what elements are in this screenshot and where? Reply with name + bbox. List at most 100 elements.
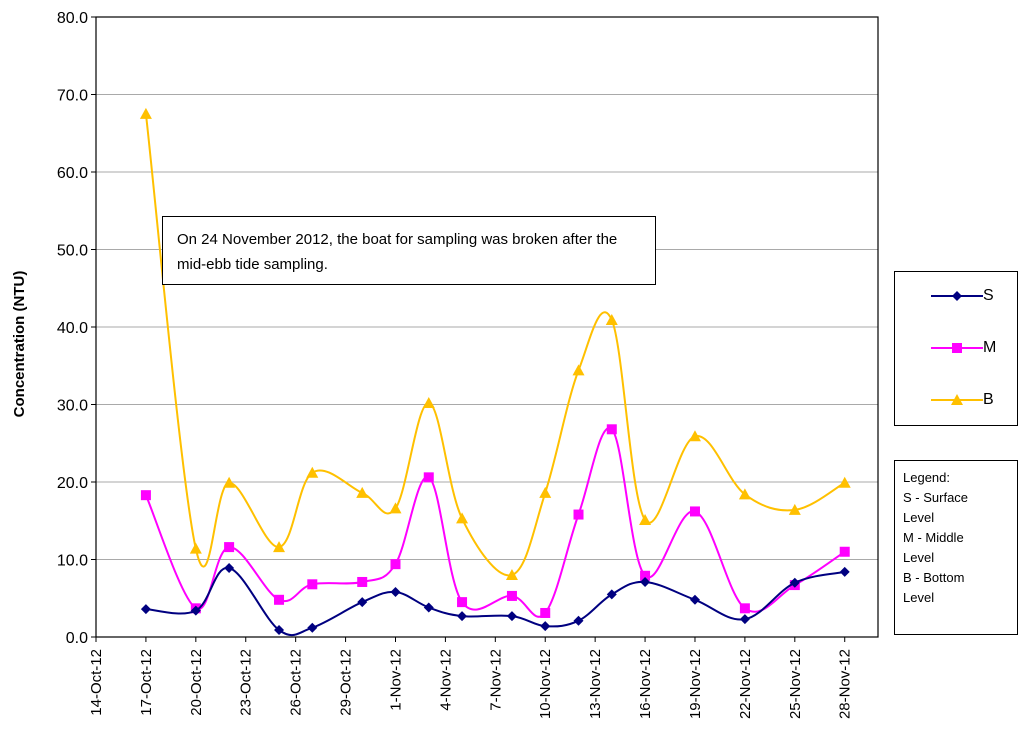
y-tick-label: 60.0 (57, 165, 88, 182)
legend-label-s: S (983, 287, 994, 304)
data-point (224, 542, 235, 553)
data-point (839, 566, 850, 577)
data-point (688, 430, 701, 442)
data-point (739, 614, 750, 625)
data-point (422, 396, 435, 408)
data-point (689, 594, 700, 605)
x-tick-label: 28-Nov-12 (837, 649, 854, 719)
series-line-s (145, 566, 845, 637)
data-point (357, 576, 368, 587)
data-point (139, 107, 152, 119)
data-point (457, 611, 468, 622)
data-point (224, 563, 235, 574)
grid-lines (96, 94, 878, 560)
y-axis-label: Concentration (NTU) (11, 271, 28, 418)
legend-note-line: Level (903, 510, 935, 525)
legend-item-s: S (895, 281, 1015, 311)
data-point (606, 589, 617, 600)
data-point (605, 314, 618, 326)
x-tick-label: 29-Oct-12 (338, 649, 355, 716)
legend-note-line: Level (903, 590, 935, 605)
data-point (640, 576, 651, 587)
data-point (307, 622, 318, 633)
legend: S M B (894, 271, 1018, 426)
y-tick-label: 0.0 (66, 630, 88, 647)
data-point (423, 472, 434, 483)
y-tick-label: 20.0 (57, 475, 88, 492)
data-point (639, 513, 652, 525)
data-point (189, 542, 202, 554)
data-point (689, 506, 700, 517)
legend-note-line: Legend: (903, 470, 950, 485)
data-point (573, 615, 584, 626)
legend-label-b: B (983, 391, 994, 408)
data-point (606, 424, 617, 435)
y-tick-label: 50.0 (57, 243, 88, 260)
legend-note-line: Level (903, 550, 935, 565)
data-point (140, 604, 151, 615)
series-m (140, 424, 850, 618)
legend-note-line: M - Middle (903, 530, 964, 545)
data-point (506, 611, 517, 622)
y-tick-label: 30.0 (57, 398, 88, 415)
series-b (139, 107, 851, 580)
data-point (572, 364, 585, 376)
data-point (307, 579, 318, 590)
x-tick-label: 20-Oct-12 (188, 649, 205, 716)
x-tick-label: 22-Nov-12 (737, 649, 754, 719)
data-point (838, 476, 851, 488)
series-line-m (145, 427, 846, 618)
data-point (506, 590, 517, 601)
series-s (140, 563, 850, 637)
data-point (140, 490, 151, 501)
data-point (274, 625, 285, 636)
annotation-text: On 24 November 2012, the boat for sampli… (177, 231, 618, 273)
x-tick-label: 1-Nov-12 (387, 649, 404, 711)
x-tick-label: 19-Nov-12 (687, 649, 704, 719)
data-point (190, 605, 201, 616)
data-point (390, 587, 401, 598)
legend-marker-s (931, 291, 983, 301)
data-point (357, 597, 368, 608)
x-tick-label: 16-Nov-12 (637, 649, 654, 719)
y-tick-label: 80.0 (57, 10, 88, 27)
data-point (423, 602, 434, 613)
x-tick-label: 13-Nov-12 (587, 649, 604, 719)
data-point (839, 546, 850, 557)
y-tick-label: 40.0 (57, 320, 88, 337)
x-tick-label: 25-Nov-12 (787, 649, 804, 719)
data-point (789, 577, 800, 588)
data-point (640, 570, 651, 581)
data-point (540, 621, 551, 632)
legend-item-m: M (895, 333, 1015, 363)
data-point (457, 597, 468, 608)
data-point (389, 502, 402, 514)
x-tick-label: 14-Oct-12 (88, 649, 105, 716)
x-tick-label: 17-Oct-12 (138, 649, 155, 716)
data-point (273, 541, 286, 553)
legend-note-line: B - Bottom (903, 570, 965, 585)
y-tick-label: 70.0 (57, 88, 88, 105)
data-point (739, 603, 750, 614)
legend-diamond-icon (952, 291, 962, 301)
x-tick-label: 23-Oct-12 (238, 649, 255, 716)
legend-note-line: S - Surface (903, 490, 969, 505)
legend-marker-m (931, 343, 983, 353)
y-axis-ticks: 0.0 10.0 20.0 30.0 40.0 50.0 60.0 70.0 80.0 (57, 10, 96, 647)
x-tick-label: 26-Oct-12 (288, 649, 305, 716)
legend-square-icon (952, 343, 962, 353)
series-layer (139, 107, 851, 637)
data-point (540, 607, 551, 618)
legend-marker-b (931, 394, 983, 405)
data-point (306, 466, 319, 478)
data-point (539, 486, 552, 498)
data-point (573, 509, 584, 520)
legend-item-b: B (895, 385, 1015, 415)
data-point (390, 559, 401, 570)
data-point (223, 476, 236, 488)
data-point (456, 512, 469, 524)
data-point (505, 569, 518, 580)
series-line-b (144, 113, 846, 577)
